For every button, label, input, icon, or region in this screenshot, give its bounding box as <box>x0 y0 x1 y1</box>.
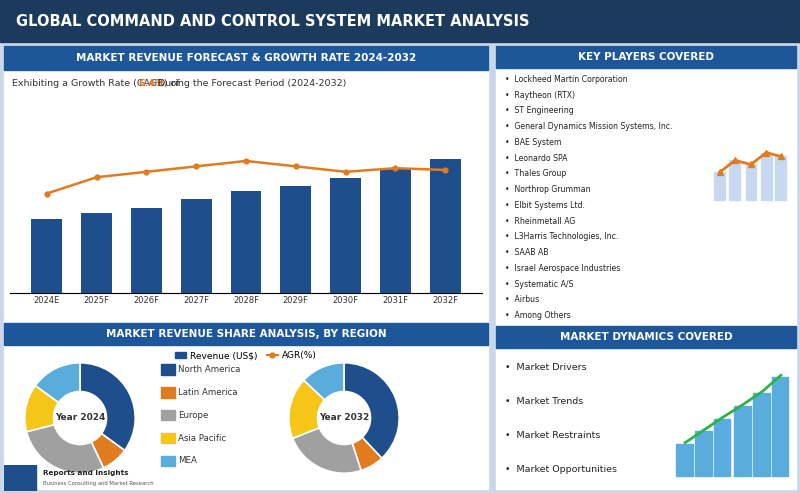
Text: MARKET DYNAMICS COVERED: MARKET DYNAMICS COVERED <box>560 332 732 342</box>
Bar <box>0 0 800 42</box>
Text: •  Systematic A/S: • Systematic A/S <box>505 280 574 289</box>
Text: •  L3Harris Technologies, Inc.: • L3Harris Technologies, Inc. <box>505 233 618 242</box>
Wedge shape <box>352 437 382 470</box>
Bar <box>496 46 796 489</box>
Text: •  Leonardo SPA: • Leonardo SPA <box>505 154 567 163</box>
Bar <box>496 326 796 348</box>
Text: •  Market Drivers: • Market Drivers <box>505 363 586 372</box>
Bar <box>380 168 410 293</box>
Bar <box>430 159 461 293</box>
Bar <box>230 191 262 293</box>
Bar <box>4 465 36 491</box>
Bar <box>330 177 361 293</box>
Bar <box>31 219 62 293</box>
Bar <box>82 213 112 293</box>
Bar <box>4 46 488 489</box>
Text: •  Lockheed Martin Corporation: • Lockheed Martin Corporation <box>505 75 628 84</box>
Text: •  Israel Aerospace Industries: • Israel Aerospace Industries <box>505 264 620 273</box>
Text: Exhibiting a Growth Rate (CAGR) of: Exhibiting a Growth Rate (CAGR) of <box>12 78 182 87</box>
Bar <box>161 387 174 397</box>
Text: Year 2032: Year 2032 <box>319 414 369 423</box>
Text: •  Rheinmetall AG: • Rheinmetall AG <box>505 217 575 226</box>
Text: 6.4%: 6.4% <box>138 78 165 87</box>
Text: •  Thales Group: • Thales Group <box>505 170 566 178</box>
Wedge shape <box>91 433 125 468</box>
Text: •  Elbit Systems Ltd.: • Elbit Systems Ltd. <box>505 201 585 210</box>
Wedge shape <box>344 363 399 458</box>
Text: MEA: MEA <box>178 457 197 465</box>
Bar <box>161 433 174 443</box>
Text: Reports and Insights: Reports and Insights <box>42 470 128 476</box>
Bar <box>496 46 796 68</box>
Wedge shape <box>25 386 58 432</box>
Bar <box>280 185 311 293</box>
Bar <box>161 456 174 466</box>
Bar <box>131 208 162 293</box>
Text: •  Raytheon (RTX): • Raytheon (RTX) <box>505 91 575 100</box>
Wedge shape <box>26 424 103 473</box>
Wedge shape <box>80 363 135 451</box>
Text: $: $ <box>745 106 757 124</box>
Text: Year 2024: Year 2024 <box>55 414 105 423</box>
Text: Asia Pacific: Asia Pacific <box>178 433 226 443</box>
Text: GLOBAL COMMAND AND CONTROL SYSTEM MARKET ANALYSIS: GLOBAL COMMAND AND CONTROL SYSTEM MARKET… <box>16 13 530 29</box>
Text: •  Airbus: • Airbus <box>505 295 539 305</box>
Text: North America: North America <box>178 365 240 374</box>
Text: Latin America: Latin America <box>178 388 237 397</box>
Text: •  Market Trends: • Market Trends <box>505 397 583 406</box>
Bar <box>4 46 488 70</box>
Text: •  BAE System: • BAE System <box>505 138 562 147</box>
Wedge shape <box>304 363 344 400</box>
Text: •  ST Engineering: • ST Engineering <box>505 106 574 115</box>
Text: •  Among Others: • Among Others <box>505 311 570 320</box>
Text: Business Consulting and Market Research: Business Consulting and Market Research <box>42 481 154 486</box>
Wedge shape <box>289 380 325 438</box>
Bar <box>161 364 174 375</box>
Text: MARKET REVENUE FORECAST & GROWTH RATE 2024-2032: MARKET REVENUE FORECAST & GROWTH RATE 20… <box>76 53 416 63</box>
Text: Europe: Europe <box>178 411 208 420</box>
Text: •  Market Opportunities: • Market Opportunities <box>505 465 617 474</box>
Text: •  Market Restraints: • Market Restraints <box>505 431 600 440</box>
Bar <box>161 410 174 421</box>
Wedge shape <box>293 428 361 473</box>
Text: •  General Dynamics Mission Systems, Inc.: • General Dynamics Mission Systems, Inc. <box>505 122 673 131</box>
Text: MARKET REVENUE SHARE ANALYSIS, BY REGION: MARKET REVENUE SHARE ANALYSIS, BY REGION <box>106 329 386 339</box>
Text: •  Northrop Grumman: • Northrop Grumman <box>505 185 590 194</box>
Bar <box>4 323 488 345</box>
Bar <box>181 199 212 293</box>
Wedge shape <box>35 363 80 402</box>
Text: KEY PLAYERS COVERED: KEY PLAYERS COVERED <box>578 52 714 62</box>
Legend: Revenue (US$), AGR(%): Revenue (US$), AGR(%) <box>171 348 321 364</box>
Text: During the Forecast Period (2024-2032): During the Forecast Period (2024-2032) <box>155 78 346 87</box>
Text: •  SAAB AB: • SAAB AB <box>505 248 549 257</box>
